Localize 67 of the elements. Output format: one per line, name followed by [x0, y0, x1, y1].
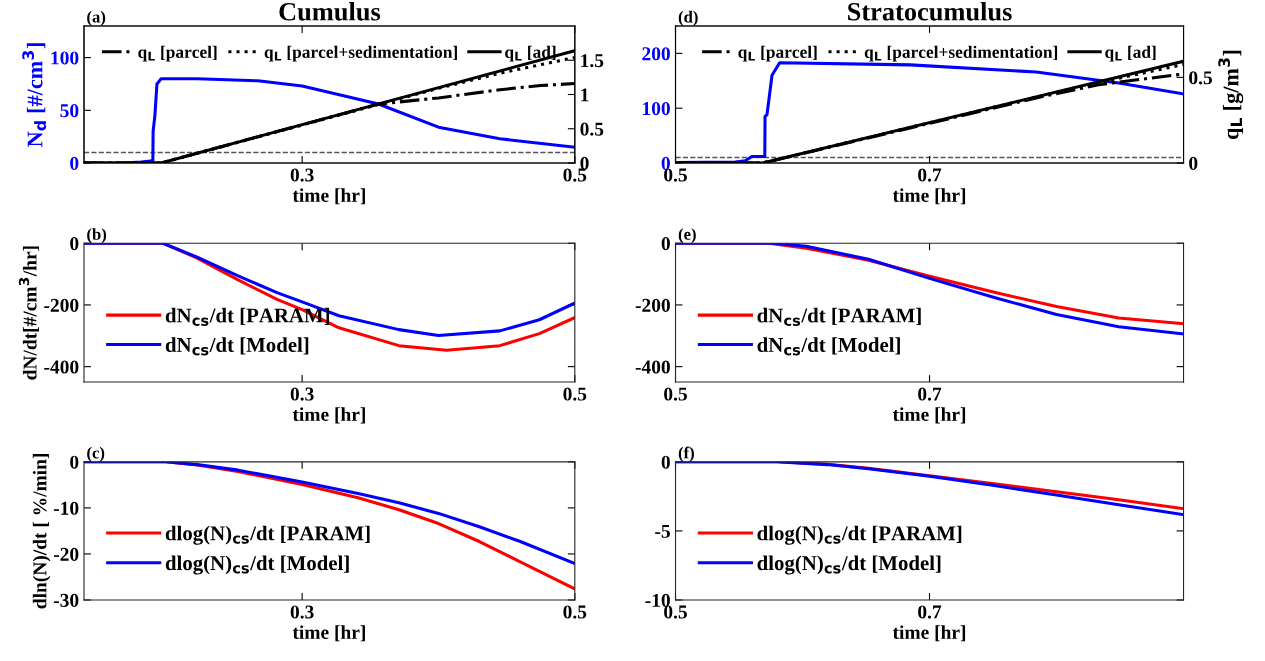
legend-label: dlog(N)$_{cs}$/dt [PARAM]: [757, 525, 962, 545]
y-tick-label: -200: [44, 298, 79, 312]
y-tick-label: 0: [661, 237, 670, 251]
x-tick-label: 0.7: [918, 605, 942, 619]
x-tick-label: 0.7: [918, 387, 942, 401]
y-tick-label: -400: [44, 360, 79, 374]
legend-label: q$_{L}$ [parcel+sedimentation]: [264, 45, 457, 62]
annotation: (d): [678, 10, 698, 26]
y-tick-label: 0: [70, 455, 79, 469]
x-tick-label: 0.5: [563, 605, 587, 619]
x-axis-title: time [hr]: [892, 625, 966, 642]
legend-label: dN$_{cs}$/dt [PARAM]: [757, 307, 921, 326]
y-tick-label: 50: [60, 104, 79, 118]
y2-tick-label: 1: [581, 88, 589, 102]
y-axis-title: dln(N)/dt [ %/min]: [32, 454, 51, 609]
y-tick-label: 100: [643, 102, 670, 116]
chart-title: Stratocumulus: [848, 2, 1012, 21]
y-tick-label: -200: [635, 298, 670, 312]
y-tick-label: 200: [642, 47, 670, 61]
legend-label: q$_{L}$ [ad]: [1105, 45, 1156, 62]
y2-tick-label: 0: [1189, 156, 1198, 170]
x-tick-label: 0.5: [664, 605, 687, 619]
y-tick-label: 100: [51, 51, 79, 65]
y2-tick-label: 1.5: [581, 54, 604, 68]
annotation: (b): [87, 228, 107, 244]
y-tick-label: 0: [70, 156, 79, 170]
text: (f): [678, 446, 694, 462]
y2-axis-title: q$_{L}$ [g/m$^{3}$]: [1218, 50, 1244, 140]
x-tick-label: 0.3: [290, 168, 314, 182]
legend-label: dlog(N)$_{cs}$/dt [Model]: [757, 555, 941, 575]
legend-label: dN$_{cs}$/dt [Model]: [757, 337, 900, 356]
x-tick-label: 0.7: [918, 168, 942, 182]
y-tick-label: 0: [70, 237, 79, 251]
x-tick-label: 0.5: [563, 168, 587, 182]
y-tick-label: 0: [661, 156, 670, 170]
legend-label: q$_{L}$ [parcel]: [138, 45, 217, 62]
y-tick-label: -400: [635, 360, 670, 374]
annotation: (a): [87, 10, 106, 26]
legend-label: dN$_{cs}$/dt [Model]: [165, 337, 309, 356]
x-axis-title: time [hr]: [292, 188, 365, 205]
x-tick-label: 0.5: [563, 387, 587, 401]
x-axis-title: time [hr]: [892, 188, 966, 205]
y2-tick-label: 0.5: [1189, 71, 1212, 85]
y2-tick-label: 0.5: [580, 122, 604, 136]
y-tick-label: -5: [655, 524, 670, 538]
text: (c): [87, 446, 105, 462]
y-tick-label: -10: [53, 501, 79, 515]
legend-label: q$_{L}$ [parcel+sedimentation]: [864, 45, 1058, 62]
y2-tick-label: 0: [580, 156, 589, 170]
y-tick-label: -30: [53, 593, 79, 607]
legend-label: dlog(N)$_{cs}$/dt [Model]: [165, 555, 349, 575]
annotation: (e): [678, 228, 696, 244]
y-axis-title: N$_{d}$ [#/cm$^{3}$]: [22, 43, 47, 147]
legend-label: q$_{L}$ [parcel]: [738, 45, 817, 62]
x-tick-label: 0.5: [664, 387, 687, 401]
x-tick-label: 0.3: [290, 387, 314, 401]
x-tick-label: 0.5: [664, 168, 687, 182]
x-tick-label: 0.3: [290, 605, 314, 619]
y-tick-label: -10: [645, 593, 670, 607]
y-tick-label: 0: [661, 455, 670, 469]
legend-label: dlog(N)$_{cs}$/dt [PARAM]: [165, 525, 370, 545]
x-axis-title: time [hr]: [292, 407, 365, 424]
x-axis-title: time [hr]: [292, 625, 365, 642]
y-tick-label: -20: [53, 547, 79, 561]
x-axis-title: time [hr]: [892, 407, 966, 424]
y-axis-title: dN/dt[#/cm$^{3}$/hr]: [18, 246, 40, 380]
chart-title: Cumulus: [279, 2, 381, 21]
